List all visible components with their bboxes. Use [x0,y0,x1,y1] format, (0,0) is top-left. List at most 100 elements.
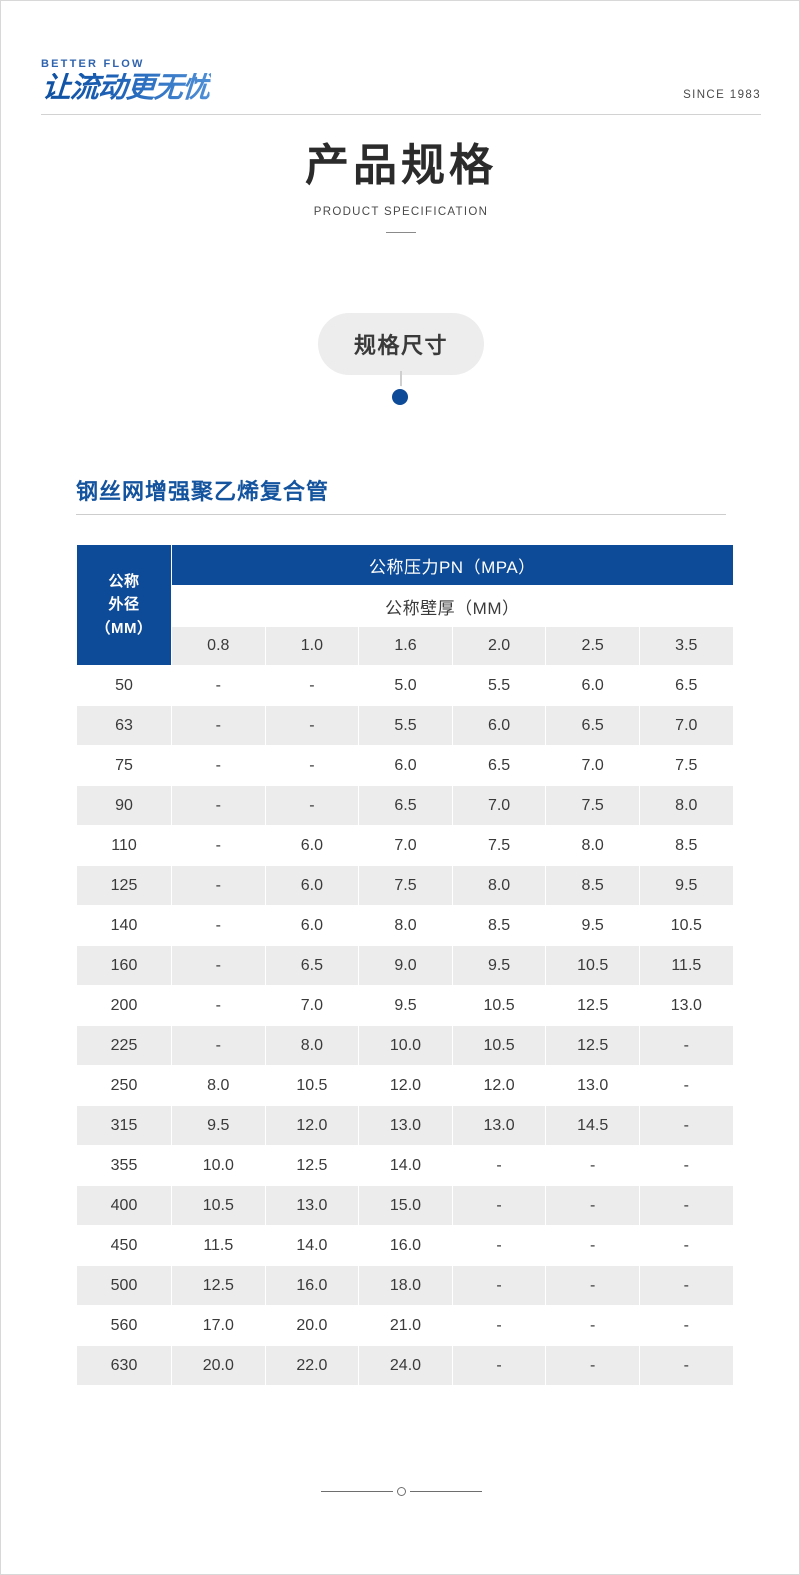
table-header-pressure-value: 2.0 [452,627,546,665]
cell-wall-thickness: 7.0 [265,986,359,1025]
ornament-circle-icon [396,1487,406,1496]
cell-outer-diameter: 400 [77,1186,171,1225]
table-row: 315 9.5 12.0 13.0 13.0 14.5- [77,1106,733,1145]
cell-wall-thickness: - [172,666,265,705]
cell-wall-thickness: - [452,1186,546,1225]
table-header-wall-thickness: 公称壁厚（MM） [172,586,733,626]
table-header-pressure-value: 2.5 [546,627,639,665]
cell-wall-thickness: 22.0 [265,1346,359,1385]
cell-wall-thickness: - [172,906,265,945]
cell-wall-thickness: 10.5 [452,1026,546,1065]
table-row: 90- -6.5 7.0 7.5 8.0 [77,786,733,825]
cell-wall-thickness: 8.0 [639,786,733,825]
cell-wall-thickness: 8.5 [452,906,546,945]
cell-wall-thickness: 16.0 [265,1266,359,1305]
cell-wall-thickness: - [452,1306,546,1345]
logo-tagline-en: BETTER FLOW [41,58,145,70]
cell-wall-thickness: - [639,1266,733,1305]
cell-wall-thickness: - [546,1226,639,1265]
header-divider [41,114,761,115]
ornament-line-left [320,1491,393,1492]
section-heading: 钢丝网增强聚乙烯复合管 [76,479,330,504]
cell-wall-thickness: 6.0 [265,866,359,905]
cell-outer-diameter: 90 [77,786,171,825]
cell-wall-thickness: 20.0 [172,1346,265,1385]
cell-wall-thickness: 8.0 [172,1066,265,1105]
table-header-row-pressure: 公称 外径 （MM） 公称压力PN（MPA） [77,545,733,665]
cell-wall-thickness: - [639,1346,733,1385]
table-row: 355 10.0 12.5 14.0- - - [77,1146,733,1185]
cell-wall-thickness: - [265,706,359,745]
cell-wall-thickness: 20.0 [265,1306,359,1345]
page-header: BETTER FLOW 让流动更无忧 SINCE 1983 [40,58,761,105]
cell-wall-thickness: 21.0 [359,1306,452,1345]
table-row: 50- -5.0 5.5 6.0 6.5 [77,666,733,705]
cell-wall-thickness: 7.0 [359,826,452,865]
cell-wall-thickness: - [452,1346,546,1385]
table-row: 125-6.0 7.5 8.0 8.5 9.5 [77,866,733,905]
cell-wall-thickness: 12.5 [546,1026,639,1065]
cell-wall-thickness: 14.0 [265,1226,359,1265]
cell-wall-thickness: - [452,1146,546,1185]
cell-wall-thickness: - [639,1146,733,1185]
cell-wall-thickness: 9.5 [546,906,639,945]
cell-wall-thickness: 6.0 [265,906,359,945]
cell-wall-thickness: - [172,866,265,905]
cell-wall-thickness: 24.0 [359,1346,452,1385]
table-row: 160-6.5 9.0 9.5 10.5 11.5 [77,946,733,985]
table-row: 75- -6.0 6.5 7.0 7.5 [77,746,733,785]
brand-logo: BETTER FLOW 让流动更无忧 [40,58,761,105]
table-row: 140-6.0 8.0 8.5 9.5 10.5 [77,906,733,945]
cell-wall-thickness: - [172,1026,265,1065]
table-row: 110-6.0 7.0 7.5 8.0 8.5 [77,826,733,865]
cell-wall-thickness: 8.0 [452,866,546,905]
cell-outer-diameter: 450 [77,1226,171,1265]
cell-wall-thickness: 9.5 [172,1106,265,1145]
cell-outer-diameter: 125 [77,866,171,905]
cell-wall-thickness: 7.5 [359,866,452,905]
cell-wall-thickness: 12.5 [546,986,639,1025]
cell-wall-thickness: - [172,946,265,985]
cell-wall-thickness: 12.0 [265,1106,359,1145]
cell-outer-diameter: 315 [77,1106,171,1145]
cell-wall-thickness: 6.5 [265,946,359,985]
table-header: 公称 外径 （MM） 公称压力PN（MPA） 公称壁厚（MM） 0.8 1.0 1.… [77,545,733,665]
cell-wall-thickness: 8.0 [359,906,452,945]
cell-wall-thickness: 5.5 [359,706,452,745]
section-badge-wrap: 规格尺寸 [1,313,799,375]
cell-wall-thickness: 6.5 [546,706,639,745]
cell-outer-diameter: 630 [77,1346,171,1385]
cell-outer-diameter: 75 [77,746,171,785]
cell-wall-thickness: 13.0 [639,986,733,1025]
cell-wall-thickness: 13.0 [546,1066,639,1105]
cell-outer-diameter: 140 [77,906,171,945]
cell-wall-thickness: - [546,1266,639,1305]
cell-wall-thickness: - [546,1346,639,1385]
cell-wall-thickness: 7.5 [452,826,546,865]
cell-wall-thickness: 18.0 [359,1266,452,1305]
cell-wall-thickness: 13.0 [452,1106,546,1145]
cell-wall-thickness: - [639,1306,733,1345]
cell-wall-thickness: 10.5 [265,1066,359,1105]
table-row: 500 12.5 16.0 18.0- - - [77,1266,733,1305]
cell-outer-diameter: 355 [77,1146,171,1185]
cell-wall-thickness: - [172,746,265,785]
cell-wall-thickness: 10.5 [639,906,733,945]
cell-wall-thickness: - [546,1186,639,1225]
section-heading-underline [76,513,726,515]
cell-wall-thickness: 7.0 [639,706,733,745]
cell-wall-thickness: - [172,826,265,865]
cell-wall-thickness: 12.0 [359,1066,452,1105]
cell-outer-diameter: 500 [77,1266,171,1305]
cell-wall-thickness: 6.5 [452,746,546,785]
cell-wall-thickness: 13.0 [359,1106,452,1145]
cell-wall-thickness: - [265,746,359,785]
logo-tagline-cn: 让流动更无忧 [40,72,212,104]
title-underline [386,231,416,234]
cell-wall-thickness: - [172,986,265,1025]
cell-wall-thickness: 13.0 [265,1186,359,1225]
cell-wall-thickness: - [639,1106,733,1145]
cell-wall-thickness: 14.5 [546,1106,639,1145]
table-header-pressure-value: 1.6 [359,627,452,665]
